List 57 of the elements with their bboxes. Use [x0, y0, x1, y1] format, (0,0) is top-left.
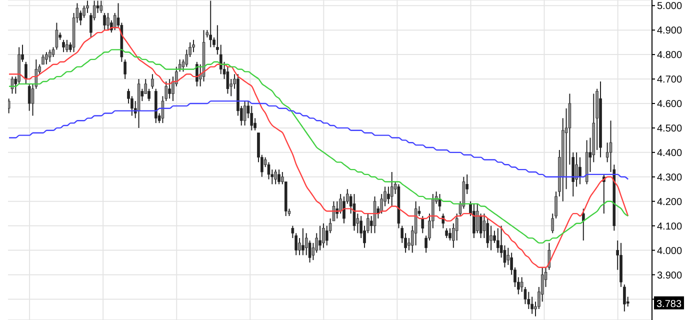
line-series [8, 49, 629, 244]
y-tick-label: 4.600 [657, 99, 682, 110]
y-tick-label: 4.400 [657, 148, 682, 159]
candlestick [62, 39, 65, 53]
candlestick [66, 39, 68, 53]
candlestick [490, 225, 492, 251]
candlestick [582, 208, 585, 241]
y-tick-label: 4.700 [657, 74, 682, 86]
candlestick [45, 52, 48, 65]
candlestick [302, 228, 304, 256]
line-series [8, 100, 629, 180]
candlestick [243, 100, 246, 126]
candlestick [575, 152, 578, 188]
candlestick [278, 169, 280, 185]
y-tick-label: 3.900 [657, 270, 682, 282]
candlestick [226, 66, 230, 94]
candlestick [438, 194, 442, 212]
y-tick-label: 4.100 [657, 221, 682, 232]
candlestick [168, 78, 171, 100]
y-tick-label: 4.200 [657, 196, 682, 208]
y-tick-label: 5.000 [657, 1, 682, 12]
text: 3.783 [656, 298, 682, 310]
candlestick [472, 203, 476, 239]
candlestick [42, 54, 44, 65]
candlestick [530, 296, 534, 314]
candlestick [267, 162, 270, 180]
candlestick [421, 216, 424, 234]
candlestick [476, 203, 479, 234]
candlestick [486, 218, 490, 248]
candlestick [24, 61, 28, 84]
candlestick [196, 61, 198, 87]
y-tick-label: 4.300 [657, 172, 682, 184]
candlestick [250, 105, 254, 131]
candlestick [100, 0, 103, 14]
y-tick-label: 4.800 [657, 50, 682, 62]
candlestick [106, 12, 110, 31]
candlestick [442, 213, 445, 229]
y-tick-label: 4.500 [657, 124, 682, 134]
candlestick [496, 228, 500, 254]
candlestick [151, 74, 154, 90]
candlestick [322, 222, 325, 248]
y-tick-label: 4.000 [657, 246, 682, 257]
candlestick [352, 194, 356, 232]
y-tick-label: 4.900 [657, 26, 682, 37]
candlestick [103, 12, 106, 31]
candlestick [209, 0, 212, 48]
candlestick [28, 83, 31, 112]
candlestick [10, 76, 14, 94]
candlestick [274, 169, 277, 185]
candlestick [48, 49, 52, 62]
candlestick [445, 228, 448, 239]
candlestick [390, 171, 394, 207]
candlestick [8, 98, 10, 114]
candlestick [448, 228, 452, 241]
candlestick [578, 156, 582, 185]
candlestick [318, 225, 322, 251]
candlestick [192, 39, 195, 53]
